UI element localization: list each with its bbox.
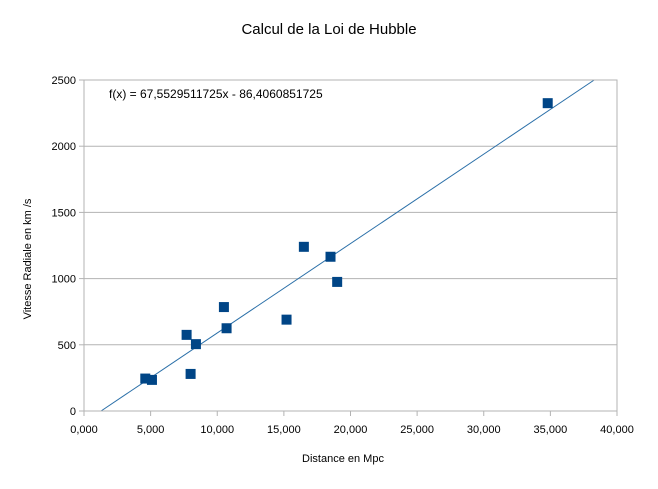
- x-tick-label: 15,000: [267, 424, 301, 436]
- x-tick-label: 35,000: [534, 424, 568, 436]
- data-point: [221, 323, 232, 334]
- data-point: [298, 241, 309, 252]
- gridlines: [84, 79, 617, 346]
- x-tick-label: 25,000: [400, 424, 434, 436]
- y-axis-ticks: 0 500 1000 1500 2000 2500: [52, 75, 76, 418]
- chart-title: Calcul de la Loi de Hubble: [241, 21, 416, 38]
- data-point: [190, 339, 201, 350]
- x-tick-label: 10,000: [200, 424, 234, 436]
- y-tick-label: 1000: [52, 274, 76, 286]
- data-point: [325, 251, 336, 262]
- x-axis-label: Distance en Mpc: [302, 453, 384, 465]
- data-point: [181, 329, 192, 340]
- x-tick-label: 5,000: [137, 424, 165, 436]
- data-point: [218, 302, 229, 313]
- x-axis-ticks: 0,000 5,000 10,000 15,000 20,000 25,000 30,000…: [70, 424, 634, 436]
- y-axis-label: Vitesse Radiale en km /s: [22, 198, 34, 319]
- plot-frame: [83, 79, 618, 412]
- data-point: [146, 374, 157, 385]
- y-tick-label: 500: [58, 340, 76, 352]
- trendline: [100, 79, 595, 412]
- y-tick-label: 0: [70, 406, 76, 418]
- trendline-equation: f(x) = 67,5529511725x - 86,4060851725: [109, 87, 323, 101]
- y-tick-label: 2500: [52, 75, 76, 87]
- data-point: [185, 368, 196, 379]
- x-tick-label: 0,000: [70, 424, 98, 436]
- data-point: [542, 98, 553, 109]
- data-point: [281, 314, 292, 325]
- y-tick-label: 1500: [52, 207, 76, 219]
- data-point: [140, 373, 151, 384]
- x-tick-label: 20,000: [334, 424, 368, 436]
- x-tick-label: 40,000: [600, 424, 634, 436]
- x-tick-label: 30,000: [467, 424, 501, 436]
- y-tick-label: 2000: [52, 141, 76, 153]
- data-point: [332, 276, 343, 287]
- data-points: [140, 98, 553, 385]
- trendline-group: [100, 79, 595, 412]
- axes: [79, 79, 618, 416]
